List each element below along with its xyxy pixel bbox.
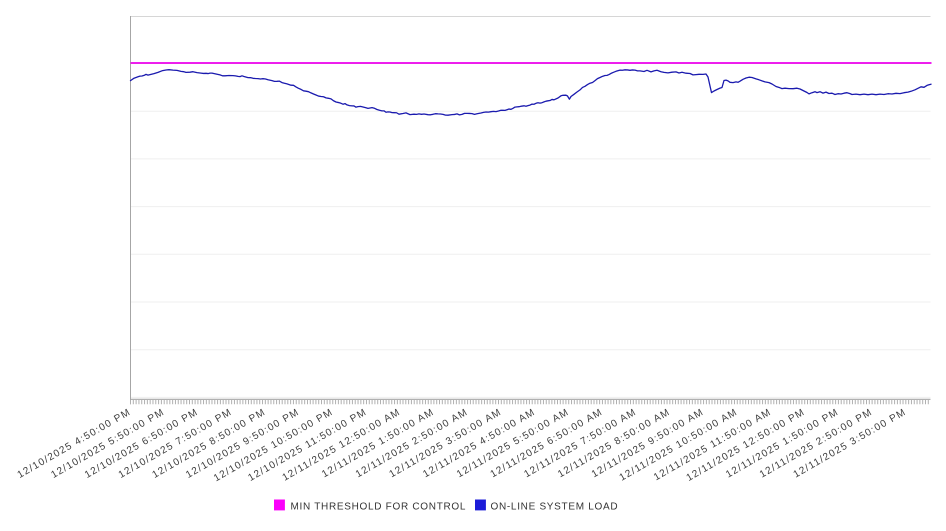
svg-text:MIN THRESHOLD FOR CONTROL: MIN THRESHOLD FOR CONTROL xyxy=(291,501,467,512)
svg-text:ON-LINE SYSTEM LOAD: ON-LINE SYSTEM LOAD xyxy=(491,501,619,512)
